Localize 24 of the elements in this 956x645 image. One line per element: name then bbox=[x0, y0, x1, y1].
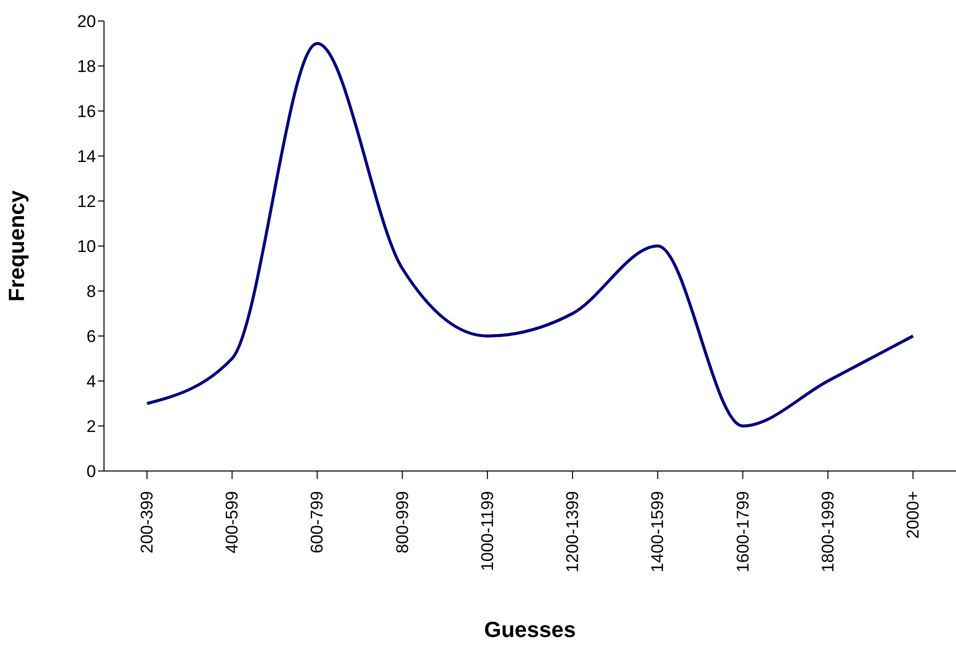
x-tick-label: 1800-1999 bbox=[818, 491, 838, 572]
y-tick-label: 16 bbox=[77, 102, 96, 122]
x-tick-label: 1200-1399 bbox=[563, 491, 582, 572]
x-tick-label: 1400-1599 bbox=[648, 491, 668, 572]
x-tick-label: 800-999 bbox=[392, 491, 412, 554]
x-tick-label: 200-399 bbox=[138, 491, 156, 554]
x-tick-label: 600-799 bbox=[308, 491, 327, 554]
y-tick-label: 2 bbox=[86, 417, 96, 436]
y-tick-label: 12 bbox=[77, 192, 96, 212]
x-tick-label: 400-599 bbox=[222, 491, 242, 554]
y-tick-label: 20 bbox=[77, 12, 96, 32]
x-tick-label: 1000-1199 bbox=[478, 491, 497, 572]
y-axis-title: Frequency bbox=[4, 190, 29, 302]
y-tick-label: 18 bbox=[77, 57, 96, 76]
x-axis-title: Guesses bbox=[484, 617, 576, 642]
y-tick-label: 14 bbox=[77, 147, 96, 166]
x-tick-label: 1600-1799 bbox=[733, 491, 752, 572]
line-series bbox=[146, 42, 914, 428]
y-tick-label: 0 bbox=[86, 462, 96, 482]
y-tick-label: 10 bbox=[77, 237, 96, 256]
y-tick-label: 4 bbox=[86, 372, 96, 392]
x-tick-label: 2000+ bbox=[904, 490, 922, 539]
y-tick-label: 8 bbox=[86, 282, 96, 302]
y-tick-label: 6 bbox=[86, 327, 96, 346]
